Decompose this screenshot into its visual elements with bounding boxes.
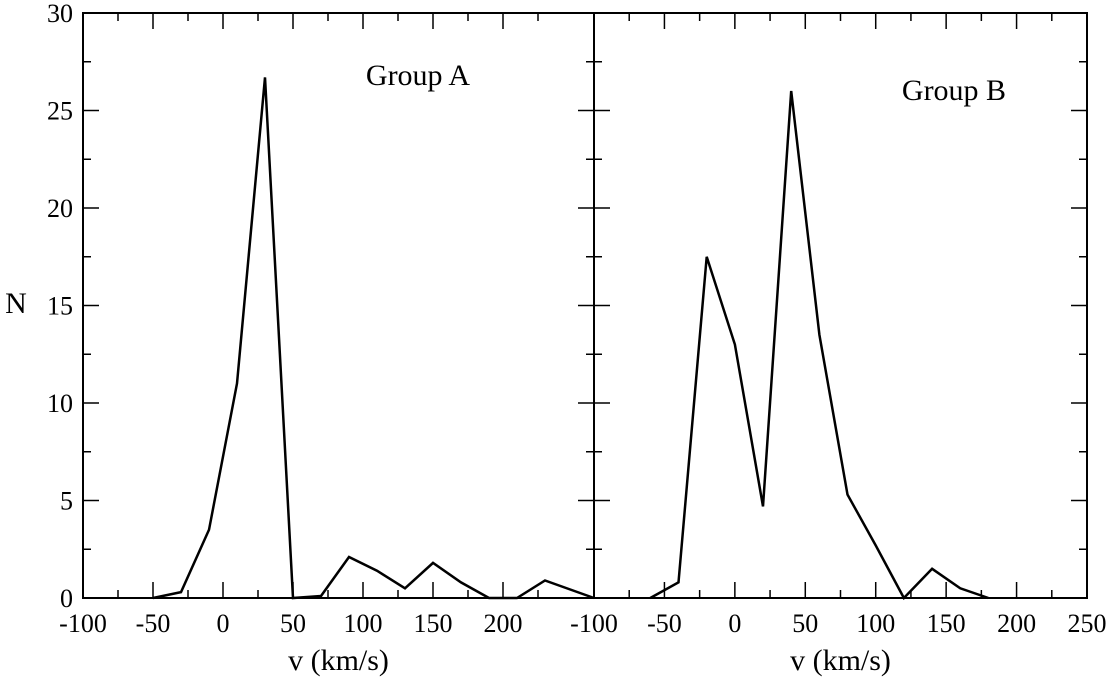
y-tick-label: 0 bbox=[60, 584, 73, 613]
panel-1-x-tick-label: -50 bbox=[647, 609, 682, 638]
panel-1-group-label: Group B bbox=[902, 74, 1006, 107]
panel-1-series-line bbox=[649, 90, 989, 601]
y-axis-label: N bbox=[5, 287, 27, 320]
panel-0-x-tick-label: 150 bbox=[414, 609, 453, 638]
panel-0-x-tick-label: 0 bbox=[217, 609, 230, 638]
panel-0-x-tick-label: 200 bbox=[484, 609, 523, 638]
panel-group-b: -100 -50 0 50 100 150 200 250 Group B v (km/s) bbox=[570, 12, 1107, 677]
panel-0-x-tick-label: -50 bbox=[136, 609, 171, 638]
panel-0-series-line bbox=[152, 77, 595, 600]
y-tick-label: 10 bbox=[47, 389, 73, 418]
panel-0-x-tick-label: 100 bbox=[344, 609, 383, 638]
y-tick-label: 5 bbox=[60, 487, 73, 516]
panel-0-x-axis-label: v (km/s) bbox=[288, 644, 389, 677]
panel-1-frame bbox=[593, 12, 1088, 599]
panel-1-x-tick-label: 200 bbox=[997, 609, 1036, 638]
panel-0-x-tick-label: -100 bbox=[59, 609, 107, 638]
y-tick-label: 25 bbox=[47, 97, 73, 126]
panel-1-x-tick-label: 250 bbox=[1068, 609, 1107, 638]
panel-1-x-tick-label: 0 bbox=[728, 609, 741, 638]
panel-1-x-tick-label: 100 bbox=[856, 609, 895, 638]
panel-0-group-label: Group A bbox=[366, 59, 471, 92]
y-tick-label: 15 bbox=[47, 292, 73, 321]
panel-1-x-tick-label: -100 bbox=[570, 609, 618, 638]
y-tick-label: 20 bbox=[47, 194, 73, 223]
y-tick-label: 30 bbox=[47, 0, 73, 28]
panel-0-frame bbox=[82, 12, 595, 599]
panel-group-a: -100 -50 0 50 100 150 200 0 5 10 15 20 25 30 Group A v … bbox=[47, 0, 595, 677]
panel-0-x-tick-label: 50 bbox=[280, 609, 306, 638]
panel-1-x-tick-label: 50 bbox=[792, 609, 818, 638]
panel-1-x-axis-label: v (km/s) bbox=[790, 644, 891, 677]
panel-1-x-tick-label: 150 bbox=[927, 609, 966, 638]
